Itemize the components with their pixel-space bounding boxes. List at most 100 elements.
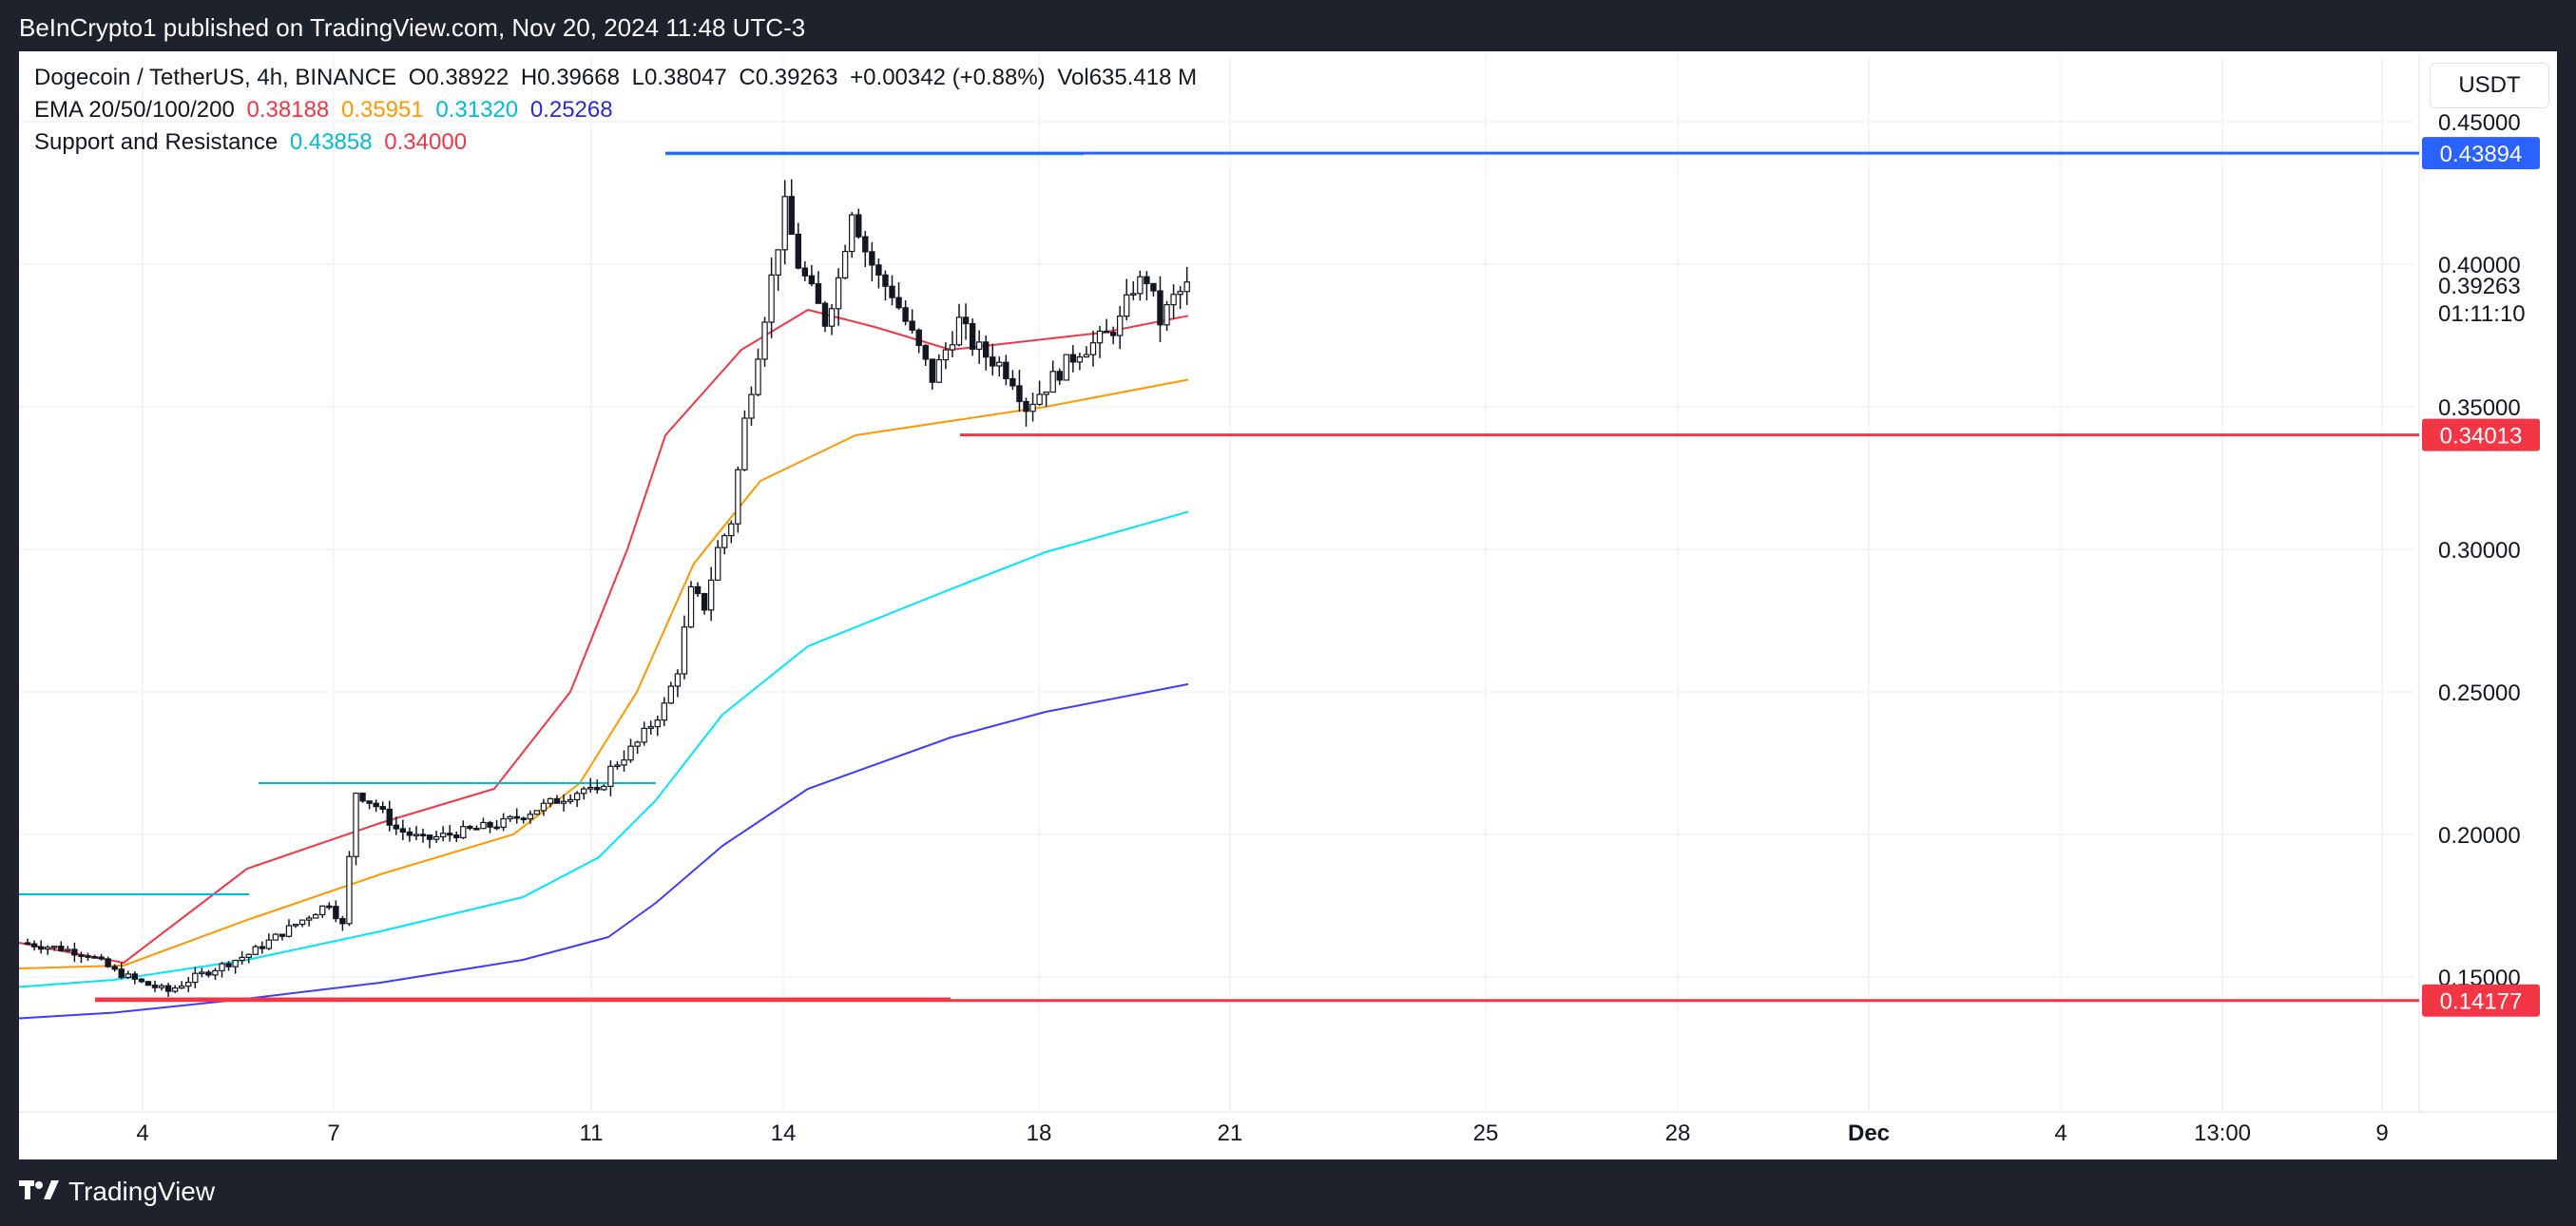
candle-body (1063, 354, 1069, 381)
candle-body (65, 948, 71, 952)
candle-body (1170, 294, 1177, 306)
candle-body (339, 917, 346, 925)
symbol-name: Dogecoin / TetherUS, 4h, BINANCE (34, 65, 397, 90)
candle-body (1144, 276, 1150, 284)
x-tick-label: 4 (2054, 1121, 2067, 1146)
candle-body (1016, 385, 1023, 403)
candle-body (272, 933, 279, 941)
y-tick-label: 0.25000 (2438, 680, 2521, 706)
close-value: C0.39263 (739, 65, 838, 90)
candle-body (232, 959, 239, 967)
candle-body (366, 800, 373, 804)
candle-body (447, 833, 453, 836)
x-tick-label: Dec (1848, 1121, 1890, 1146)
price-tag-bg (2422, 137, 2540, 170)
candle-body (808, 275, 816, 285)
top-bar: BeInCrypto1 published on TradingView.com… (0, 0, 2576, 55)
candle-body (386, 808, 393, 826)
candle-body (91, 956, 98, 959)
candle-body (433, 835, 440, 840)
x-tick-label: 13:00 (2194, 1121, 2251, 1146)
candle-body (909, 320, 915, 331)
y-tick-label: 0.40000 (2438, 253, 2521, 278)
candle-body (212, 969, 219, 976)
candle-body (460, 826, 467, 838)
candle-body (279, 933, 286, 937)
candle-body (507, 815, 513, 820)
candle-body (393, 824, 400, 830)
candle-body (138, 978, 145, 983)
candle-body (721, 535, 728, 548)
candle-body (44, 947, 51, 950)
currency-button[interactable]: USDT (2430, 63, 2549, 108)
candle-body (869, 251, 875, 266)
candle-body (292, 923, 299, 927)
candle-body (755, 358, 761, 395)
candle-body (1043, 391, 1049, 395)
candle-body (969, 322, 976, 351)
candle-body (848, 214, 855, 253)
candle-body (453, 834, 460, 838)
candle-body (1096, 330, 1104, 344)
ema100-line (18, 510, 1189, 988)
candle-body (487, 821, 493, 828)
candle-body (1089, 342, 1097, 355)
candle-body (419, 833, 427, 837)
candle-body (399, 828, 407, 833)
change-value: +0.00342 (+0.88%) (850, 65, 1046, 90)
candle-body (929, 358, 936, 383)
candle-body (413, 833, 420, 837)
candle-body (105, 958, 111, 967)
candle-body (707, 579, 715, 611)
sr-high-value: 0.43858 (289, 129, 373, 155)
candle-body (1083, 354, 1090, 358)
candle-body (313, 913, 319, 919)
price-tag-label: 0.34013 (2440, 424, 2523, 450)
ema200-value: 0.25268 (529, 97, 613, 123)
candle-body (151, 985, 159, 988)
candle-body (439, 833, 447, 838)
candle-body (467, 826, 473, 830)
candle-body (821, 302, 829, 327)
candle-body (259, 946, 266, 949)
candle-body (1009, 377, 1016, 387)
candle-body (761, 321, 768, 360)
candle-body (199, 971, 205, 975)
candle-body (1183, 281, 1190, 293)
candle-body (373, 802, 379, 808)
candle-body (634, 741, 641, 747)
candle-body (353, 793, 359, 857)
candle-body (225, 963, 232, 967)
candle-body (185, 981, 192, 987)
candle-body (158, 985, 165, 988)
candle-body (560, 800, 567, 804)
candle-body (78, 954, 85, 957)
candle-body (641, 727, 647, 743)
candle-body (319, 905, 326, 915)
candle-body (527, 814, 534, 820)
chart-panel[interactable] (19, 51, 2557, 1159)
candle-body (513, 815, 520, 819)
candle-body (85, 955, 91, 958)
candle-body (694, 585, 702, 595)
publisher-caption: BeInCrypto1 published on TradingView.com… (19, 13, 806, 42)
candle-body (889, 285, 895, 298)
candle-body (982, 341, 990, 358)
candle-body (24, 942, 31, 946)
candle-body (768, 274, 775, 323)
candle-body (962, 316, 970, 325)
candle-body (426, 834, 433, 840)
candle-body (37, 946, 45, 950)
symbol-legend: Dogecoin / TetherUS, 4h, BINANCE O0.3892… (34, 65, 1202, 91)
candle-body (607, 765, 614, 787)
candle-body (346, 855, 353, 925)
candle-body (1109, 332, 1117, 336)
price-tag-label: 0.43894 (2440, 142, 2523, 167)
price-tag-bg (2422, 984, 2540, 1017)
candle-body (580, 788, 587, 795)
candle-body (835, 277, 842, 310)
tradingview-logo[interactable]: TradingView (19, 1177, 215, 1207)
candle-body (949, 344, 956, 351)
candle-body (1124, 294, 1130, 317)
